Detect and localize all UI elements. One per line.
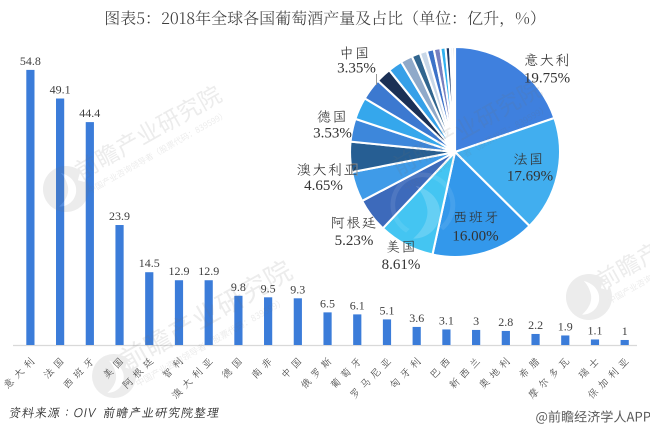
svg-text:3.53%: 3.53%: [313, 126, 352, 142]
svg-text:6.5: 6.5: [320, 296, 335, 310]
svg-text:6.1: 6.1: [350, 298, 365, 312]
svg-text:3.35%: 3.35%: [337, 61, 376, 77]
svg-text:49.1: 49.1: [50, 83, 71, 97]
svg-text:54.8: 54.8: [20, 54, 41, 68]
svg-text:2.2: 2.2: [528, 318, 543, 332]
svg-text:3.1: 3.1: [439, 313, 454, 327]
svg-text:44.4: 44.4: [79, 106, 100, 120]
svg-text:17.69%: 17.69%: [507, 169, 553, 185]
svg-text:19.75%: 19.75%: [524, 71, 570, 87]
svg-text:23.9: 23.9: [109, 209, 130, 223]
svg-text:3: 3: [473, 314, 479, 328]
svg-text:5.1: 5.1: [380, 303, 395, 317]
svg-text:1: 1: [622, 324, 628, 338]
svg-text:16.00%: 16.00%: [452, 229, 498, 245]
svg-text:1.1: 1.1: [588, 324, 603, 338]
svg-text:9.8: 9.8: [231, 280, 246, 294]
svg-text:12.9: 12.9: [198, 264, 219, 278]
svg-text:3.6: 3.6: [409, 311, 424, 325]
svg-text:9.5: 9.5: [261, 281, 276, 295]
svg-text:5.23%: 5.23%: [335, 233, 374, 249]
svg-text:4.65%: 4.65%: [304, 178, 343, 194]
svg-text:1.9: 1.9: [558, 320, 573, 334]
svg-text:2.8: 2.8: [498, 315, 513, 329]
svg-text:9.3: 9.3: [290, 282, 305, 296]
svg-text:8.61%: 8.61%: [382, 257, 421, 273]
svg-text:12.9: 12.9: [169, 264, 190, 278]
svg-text:14.5: 14.5: [139, 256, 160, 270]
